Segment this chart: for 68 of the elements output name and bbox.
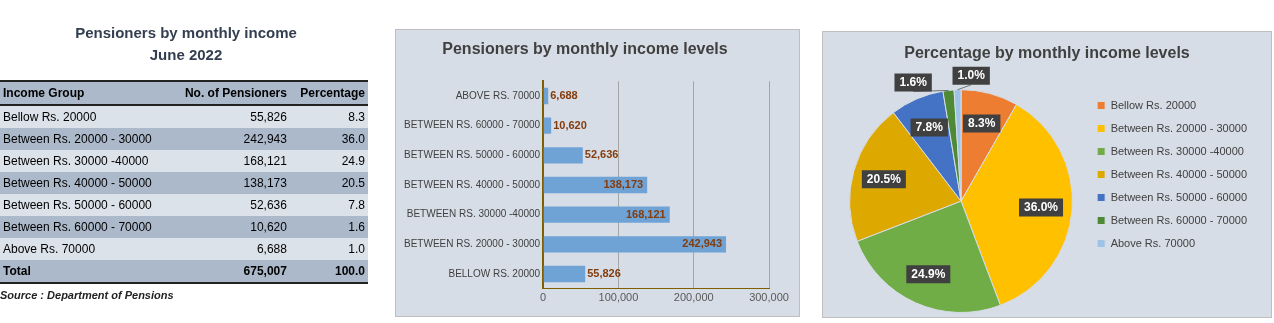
data-label: 36.0 — [289, 128, 368, 150]
category-label: Between Rs. 30000 -40000 — [0, 150, 171, 172]
bar — [543, 117, 552, 134]
data-label: 24.9 — [289, 150, 368, 172]
data-label: 8.3% — [968, 115, 996, 130]
legend-label: Bellow Rs. 20000 — [1110, 98, 1197, 111]
data-label: 20.5% — [866, 171, 902, 186]
data-label: 242,943 — [682, 237, 723, 250]
bar — [543, 147, 583, 164]
y-tick-label: BETWEEN RS. 40000 - 50000 — [403, 178, 541, 190]
data-label: 24.9% — [911, 266, 946, 281]
data-label: 6,688 — [170, 238, 290, 260]
data-label: 100.0 — [289, 260, 368, 283]
data-label: 6,688 — [550, 89, 578, 102]
data-label: 168,121 — [625, 207, 666, 220]
chart-title: Pensioners by monthly income levels — [442, 40, 728, 58]
legend-label: Between Rs. 60000 - 70000 — [1110, 213, 1247, 226]
data-label: 10,620 — [553, 118, 587, 131]
text: Pensioners by monthly income — [74, 23, 298, 43]
data-label: 55,826 — [170, 105, 290, 128]
legend-label: Between Rs. 50000 - 60000 — [1110, 190, 1247, 203]
data-label: 36.0% — [1024, 199, 1059, 214]
y-tick-label: BETWEEN RS. 20000 - 30000 — [403, 238, 541, 250]
data-label: 1.6% — [899, 74, 928, 89]
legend-label: Between Rs. 40000 - 50000 — [1110, 167, 1247, 180]
data-label: 138,173 — [603, 178, 644, 191]
category-label: Total — [0, 260, 171, 283]
data-label: 242,943 — [170, 128, 290, 150]
legend-label: Above Rs. 70000 — [1110, 236, 1196, 249]
data-label: 1.6 — [289, 216, 368, 238]
legend-label: Between Rs. 30000 -40000 — [1110, 144, 1244, 157]
data-label: 7.8% — [915, 119, 944, 134]
category-label: Between Rs. 20000 - 30000 — [0, 128, 171, 150]
x-tick-label: 0 — [540, 291, 547, 304]
y-tick-label: BETWEEN RS. 60000 - 70000 — [403, 119, 541, 131]
chart-title: Percentage by monthly income levels — [904, 44, 1190, 62]
data-label: 55,826 — [587, 267, 621, 279]
data-label: 168,121 — [170, 150, 290, 172]
y-tick-label: BETWEEN RS. 50000 - 60000 — [403, 149, 541, 161]
category-label: Bellow Rs. 20000 — [0, 105, 171, 128]
data-label: 1.0% — [957, 68, 986, 83]
y-tick-label: ABOVE RS. 70000 — [455, 89, 541, 101]
data-label: 1.0 — [289, 238, 368, 260]
y-tick-label: BELLOW RS. 20000 — [448, 267, 541, 279]
x-tick-label: 100,000 — [598, 291, 639, 304]
data-label: 138,173 — [170, 172, 290, 194]
legend-label: Between Rs. 20000 - 30000 — [1110, 121, 1247, 134]
series-label: No. of Pensioners — [170, 81, 290, 105]
category-label: Between Rs. 40000 - 50000 — [0, 172, 171, 194]
data-label: 675,007 — [170, 260, 290, 283]
category-label: Between Rs. 50000 - 60000 — [0, 194, 171, 216]
data-label: 52,636 — [584, 148, 619, 161]
data-label: 20.5 — [289, 172, 368, 194]
bar — [543, 236, 727, 253]
text: Income Group — [0, 81, 171, 105]
source-note: Source : Department of Pensions — [0, 289, 175, 301]
x-tick-label: 200,000 — [673, 291, 714, 304]
bar — [543, 265, 586, 283]
y-tick-label: BETWEEN RS. 30000 -40000 — [406, 208, 541, 220]
x-tick-label: 300,000 — [749, 291, 789, 304]
series-label: Percentage — [289, 81, 368, 105]
category-label: Above Rs. 70000 — [0, 238, 171, 260]
data-label: 7.8 — [289, 194, 368, 216]
data-label: 52,636 — [170, 194, 290, 216]
category-label: Between Rs. 60000 - 70000 — [0, 216, 171, 238]
data-label: 8.3 — [289, 105, 368, 128]
text: June 2022 — [148, 45, 224, 65]
data-label: 10,620 — [170, 216, 290, 238]
